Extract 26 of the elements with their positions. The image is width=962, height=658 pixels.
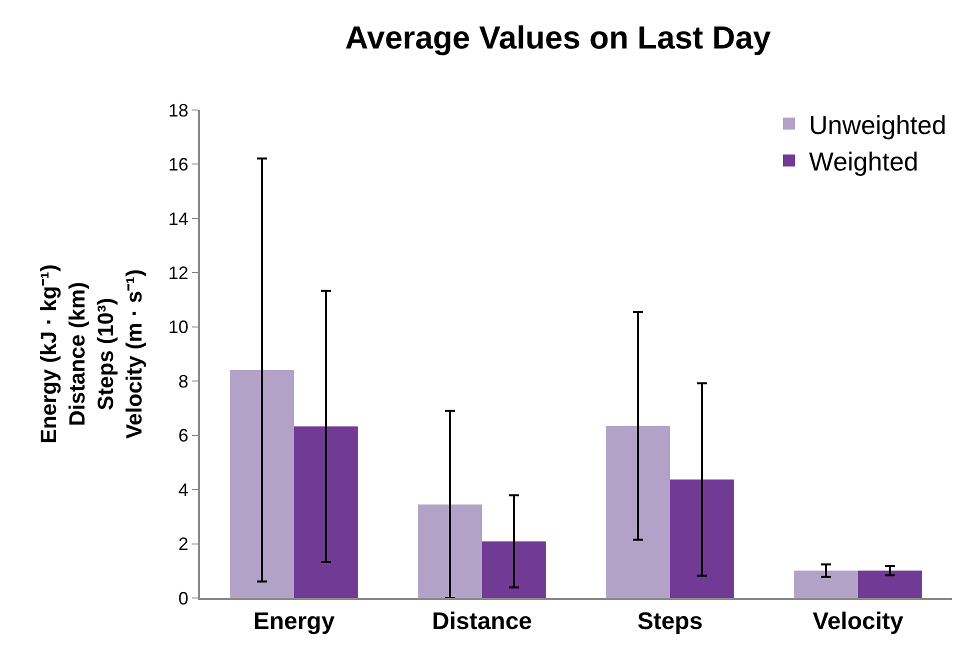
bar [230, 370, 294, 598]
bar [858, 570, 922, 598]
x-tick-label: Steps [637, 608, 703, 635]
bar [482, 541, 546, 598]
bar [418, 504, 482, 598]
legend-label: Unweighted [809, 110, 946, 140]
y-tick-label: 18 [168, 100, 188, 120]
y-tick-label: 6 [178, 426, 188, 446]
bar [606, 426, 670, 598]
x-tick-label: Velocity [812, 608, 904, 635]
legend-label: Weighted [809, 146, 918, 177]
x-tick-label: Distance [432, 608, 532, 635]
y-tick-label: 14 [168, 208, 188, 229]
y-axis-title: Energy (kJ · kg⁻¹) Distance (km) Steps (10³) Velocity (m · s⁻¹) [36, 264, 147, 444]
y-tick-label: 10 [168, 317, 188, 338]
bar [670, 480, 734, 598]
y-tick-label: 0 [178, 588, 188, 608]
y-tick-label: 2 [178, 534, 188, 554]
y-tick-label: 8 [178, 371, 188, 392]
y-tick-label: 12 [168, 262, 188, 283]
x-tick-label: Energy [253, 608, 336, 635]
y-tick-label: 16 [168, 154, 188, 175]
bar [794, 570, 858, 598]
bar [294, 426, 358, 598]
y-tick-label: 4 [178, 480, 188, 500]
chart-title: Average Values on Last Day [345, 20, 771, 56]
